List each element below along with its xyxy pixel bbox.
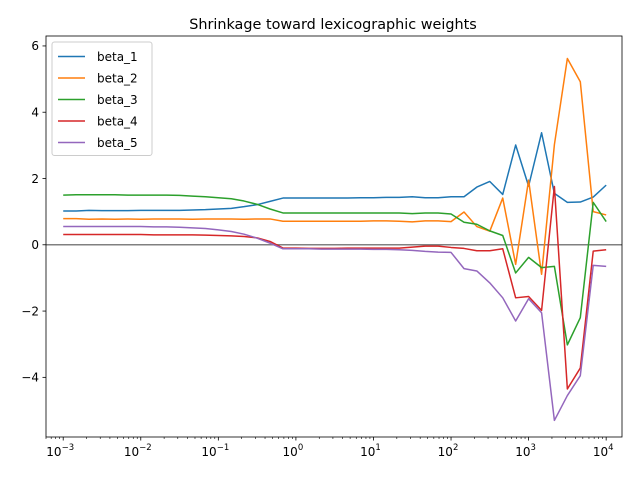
y-tick-label: 6 <box>31 39 39 53</box>
x-tick-label: 101 <box>360 443 381 459</box>
legend-label-beta-3: beta_3 <box>97 93 138 107</box>
legend-box <box>51 41 153 156</box>
x-tick-label: 100 <box>283 443 304 459</box>
y-tick-label: 2 <box>31 172 39 186</box>
x-tick-label: 103 <box>515 443 536 459</box>
y-tick-label: −4 <box>21 371 39 385</box>
series-line-beta-2 <box>63 57 607 276</box>
y-tick-label: 0 <box>31 238 39 252</box>
legend-label-beta-5: beta_5 <box>97 136 138 150</box>
series-line-beta-3 <box>63 193 607 346</box>
y-tick-label: 4 <box>31 106 39 120</box>
legend-label-beta-4: beta_4 <box>97 114 138 128</box>
legend: beta_1 beta_2 beta_3 beta_4 beta_5 <box>51 41 153 156</box>
x-tick-label: 102 <box>438 443 459 459</box>
legend-label-beta-2: beta_2 <box>97 71 138 85</box>
series-line-beta-1 <box>63 132 607 212</box>
x-tick-label: 10−3 <box>46 443 74 459</box>
x-tick-label: 10−2 <box>124 443 152 459</box>
x-tick-label: 10−1 <box>201 443 229 459</box>
chart-title: Shrinkage toward lexicographic weights <box>189 17 477 33</box>
series-lines <box>63 57 607 422</box>
legend-label-beta-1: beta_1 <box>97 50 138 64</box>
y-tick-label: −2 <box>21 304 39 318</box>
plot-area: 10−3 10−2 10−1 100 101 102 103 104 6 4 2 0 −2 −4 <box>21 35 623 459</box>
series-line-beta-5 <box>63 225 607 422</box>
x-tick-label: 104 <box>593 443 614 459</box>
axes-frame <box>45 35 623 438</box>
